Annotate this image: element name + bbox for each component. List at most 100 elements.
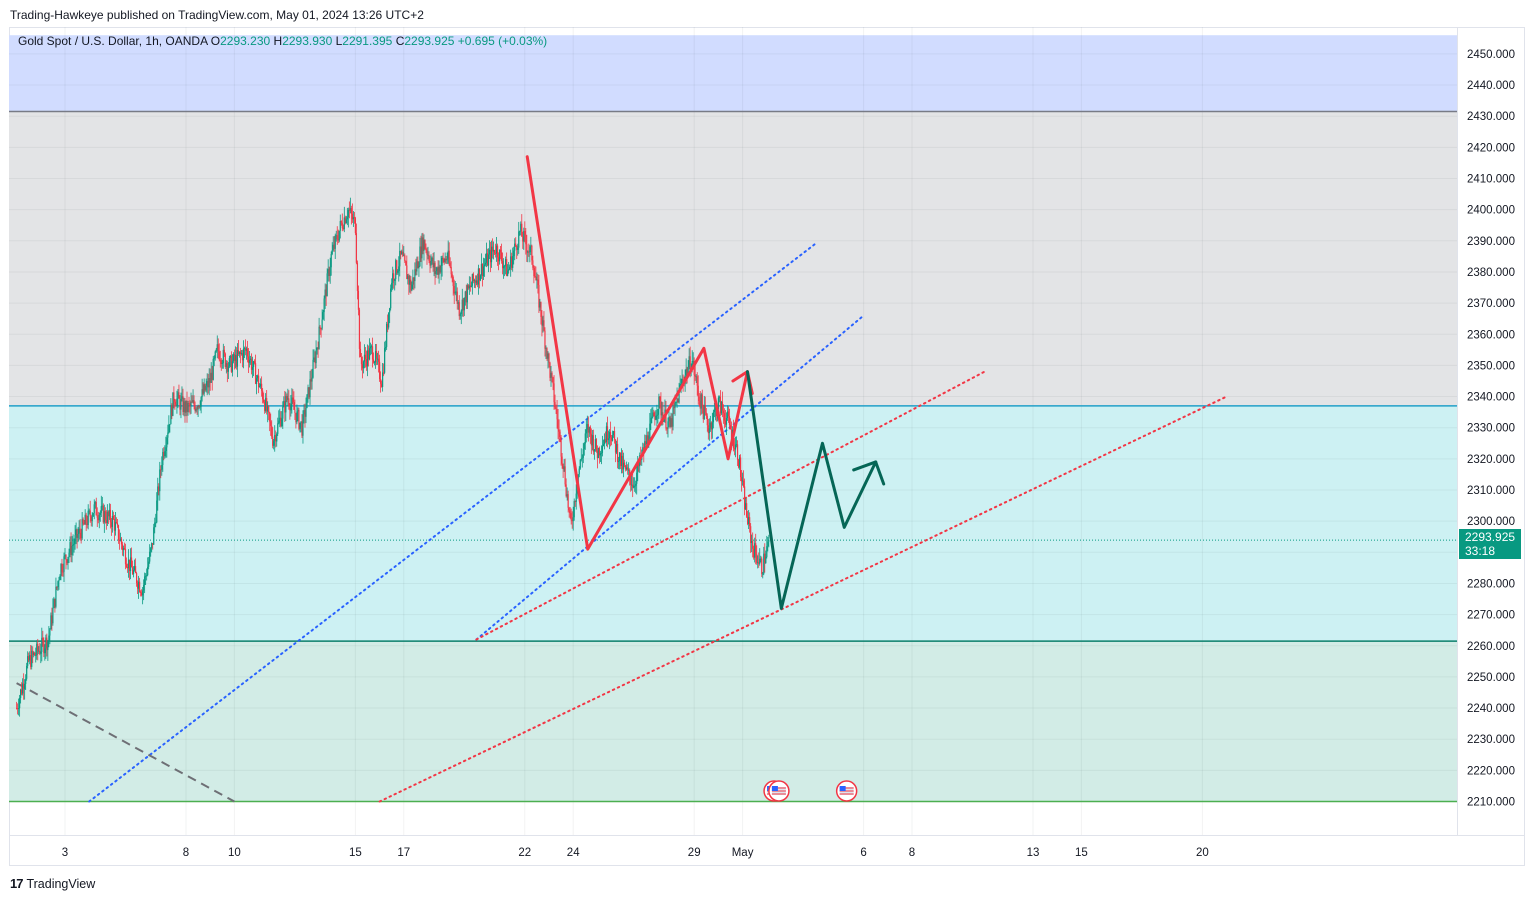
candle-down [209, 378, 211, 383]
candle-up [510, 256, 512, 267]
candle-up [436, 267, 438, 272]
candlestick-series [16, 197, 770, 717]
candle-down [235, 355, 238, 367]
candle-up [172, 392, 174, 416]
candle-down [627, 467, 629, 471]
candle-up [108, 509, 110, 517]
price-axis-label: 2340.000 [1467, 392, 1515, 404]
candle-down [348, 209, 350, 211]
candle-up [260, 383, 262, 387]
candle-up [712, 412, 714, 423]
candle-up [309, 379, 311, 398]
candle-down [420, 246, 422, 259]
candle-up [411, 284, 413, 291]
candle-up [708, 428, 710, 434]
candle-down [336, 235, 338, 240]
candle-up [679, 384, 681, 389]
candle-down [62, 571, 64, 573]
candle-up [243, 348, 246, 349]
candle-up [430, 260, 432, 266]
candle-down [51, 615, 53, 624]
candle-down [158, 486, 160, 492]
candle-up [157, 486, 159, 501]
candle-down [645, 441, 647, 445]
symbol-name: Gold Spot / U.S. Dollar, 1h, OANDA [18, 34, 208, 48]
candle-up [33, 652, 35, 655]
candle-down [308, 387, 310, 398]
candle-down [417, 261, 419, 269]
price-axis-label: 2440.000 [1467, 80, 1515, 92]
candle-up [71, 546, 73, 555]
candle-up [255, 378, 258, 384]
candle-down [139, 581, 141, 592]
candle-up [611, 435, 614, 441]
candle-down [410, 279, 412, 291]
candle-up [69, 542, 71, 553]
candle-up [670, 418, 672, 427]
candle-up [667, 421, 669, 429]
candle-up [273, 441, 275, 446]
candle-down [351, 213, 353, 220]
candle-down [531, 245, 533, 261]
candle-down [413, 277, 415, 282]
candle-up [68, 552, 70, 558]
candle-down [258, 375, 260, 388]
blue-dotted-trendline [475, 314, 865, 641]
candle-up [88, 510, 90, 512]
candle-up [64, 554, 66, 557]
candle-up [700, 394, 702, 409]
candle-down [241, 353, 244, 361]
candle-up [599, 453, 602, 456]
candle-down [319, 326, 321, 329]
candle-up [471, 273, 473, 286]
candle-down [540, 302, 542, 317]
candle-down [502, 260, 504, 269]
footer-brand[interactable]: 17 TradingView [10, 876, 95, 891]
candle-up [636, 472, 638, 484]
candle-up [276, 433, 278, 442]
candle-down [182, 396, 184, 412]
candle-up [435, 271, 437, 274]
candle-down [137, 583, 139, 589]
candle-up [302, 414, 304, 436]
candle-down [263, 399, 265, 403]
candle-down [534, 276, 536, 277]
candle-up [91, 516, 93, 522]
candle-up [717, 397, 719, 410]
candle-up [231, 361, 233, 372]
candle-down [400, 250, 402, 255]
candle-down [219, 359, 221, 361]
candle-down [118, 540, 121, 541]
candle-down [625, 465, 627, 470]
candle-down [616, 443, 619, 462]
candle-down [237, 350, 240, 354]
candle-up [229, 355, 231, 359]
candle-down [541, 316, 543, 326]
candle-up [550, 372, 552, 378]
candle-up [24, 683, 26, 690]
candle-up [290, 403, 292, 411]
candle-up [277, 423, 279, 434]
candle-up [87, 510, 89, 526]
candle-down [61, 564, 63, 572]
candle-down [476, 280, 479, 285]
candle-down [632, 484, 634, 488]
open-value: 2293.230 [220, 34, 271, 48]
candle-up [407, 275, 409, 280]
candle-down [729, 425, 732, 430]
candle-up [691, 361, 693, 369]
candle-up [441, 257, 443, 266]
candle-down [96, 515, 98, 518]
candle-down [340, 221, 342, 223]
candle-down [746, 503, 748, 517]
candle-up [588, 426, 590, 433]
publisher-line: Trading-Hawkeye published on TradingView… [10, 8, 424, 22]
candle-down [188, 403, 190, 404]
time-axis-label: 3 [62, 847, 68, 859]
candle-down [733, 448, 736, 450]
candle-up [508, 269, 510, 271]
candle-up [572, 517, 574, 522]
high-value: 2293.930 [282, 34, 333, 48]
price-axis-label: 2210.000 [1467, 797, 1515, 809]
